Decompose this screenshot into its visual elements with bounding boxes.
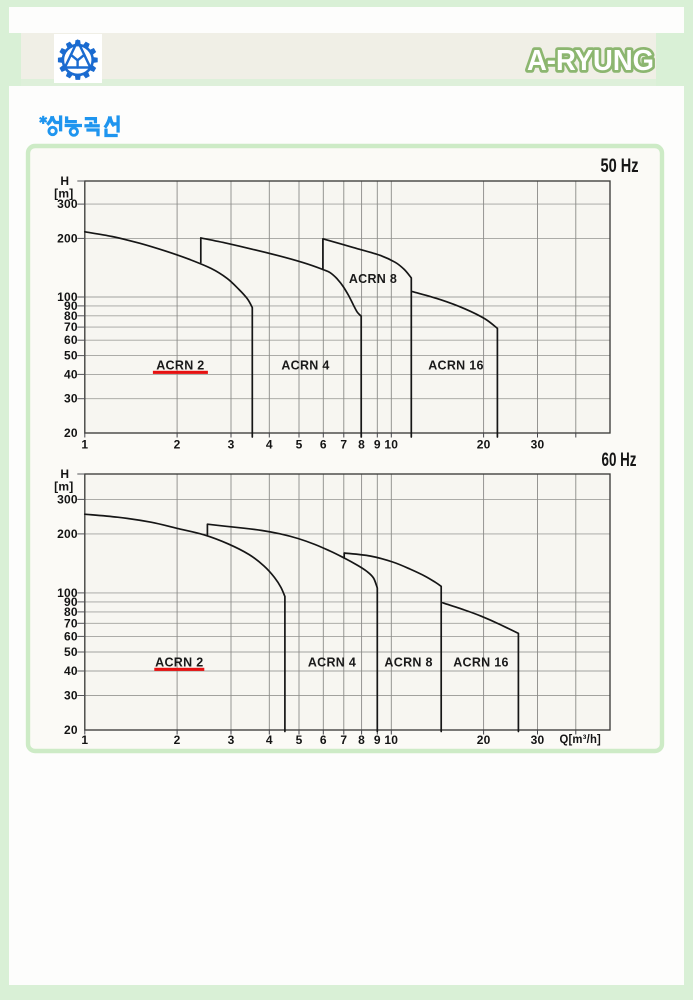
svg-text:200: 200 <box>57 231 78 245</box>
svg-text:2: 2 <box>174 438 181 452</box>
svg-text:7: 7 <box>340 733 347 747</box>
svg-text:50: 50 <box>64 645 78 659</box>
svg-text:4: 4 <box>266 733 273 747</box>
svg-text:100: 100 <box>57 586 78 600</box>
svg-text:9: 9 <box>374 438 381 452</box>
svg-text:60 Hz: 60 Hz <box>602 450 637 471</box>
svg-text:70: 70 <box>64 616 78 630</box>
svg-text:A-RYUNG: A-RYUNG <box>527 45 654 77</box>
svg-text:30: 30 <box>64 392 78 406</box>
svg-text:40: 40 <box>64 367 78 381</box>
svg-text:300: 300 <box>57 197 78 211</box>
svg-text:30: 30 <box>64 689 78 703</box>
svg-text:30: 30 <box>531 733 545 747</box>
svg-text:30: 30 <box>531 438 545 452</box>
svg-text:10: 10 <box>384 733 398 747</box>
svg-text:90: 90 <box>64 595 78 609</box>
svg-text:8: 8 <box>358 438 365 452</box>
svg-text:1: 1 <box>81 733 88 747</box>
svg-text:5: 5 <box>296 438 303 452</box>
svg-text:200: 200 <box>57 527 78 541</box>
svg-text:7: 7 <box>340 438 347 452</box>
svg-text:40: 40 <box>64 664 78 678</box>
svg-text:70: 70 <box>64 320 78 334</box>
svg-text:20: 20 <box>64 723 78 737</box>
svg-text:9: 9 <box>374 733 381 747</box>
svg-text:H: H <box>60 467 69 481</box>
svg-text:20: 20 <box>477 438 491 452</box>
svg-text:80: 80 <box>64 309 78 323</box>
svg-text:6: 6 <box>320 438 327 452</box>
svg-text:Q[m³/h]: Q[m³/h] <box>560 732 602 746</box>
svg-text:ACRN 8: ACRN 8 <box>349 272 397 286</box>
svg-text:4: 4 <box>266 438 273 452</box>
svg-text:2: 2 <box>174 733 181 747</box>
svg-text:90: 90 <box>64 299 78 313</box>
svg-text:50 Hz: 50 Hz <box>601 156 639 177</box>
svg-text:ACRN 2: ACRN 2 <box>155 656 203 670</box>
svg-text:ACRN 2: ACRN 2 <box>156 359 204 373</box>
svg-text:ACRN 4: ACRN 4 <box>308 656 356 670</box>
svg-text:60: 60 <box>64 629 78 643</box>
svg-text:300: 300 <box>57 492 78 506</box>
svg-text:8: 8 <box>358 733 365 747</box>
svg-text:10: 10 <box>384 438 398 452</box>
svg-text:[m]: [m] <box>54 186 73 200</box>
svg-text:50: 50 <box>64 349 78 363</box>
svg-text:100: 100 <box>57 290 78 304</box>
svg-text:80: 80 <box>64 605 78 619</box>
svg-text:20: 20 <box>64 426 78 440</box>
svg-text:60: 60 <box>64 333 78 347</box>
svg-text:1: 1 <box>81 438 88 452</box>
svg-text:3: 3 <box>228 733 235 747</box>
svg-text:[m]: [m] <box>54 479 73 493</box>
svg-text:3: 3 <box>228 438 235 452</box>
svg-text:ACRN 16: ACRN 16 <box>428 359 484 373</box>
svg-text:20: 20 <box>477 733 491 747</box>
svg-text:ACRN 8: ACRN 8 <box>384 656 432 670</box>
svg-text:6: 6 <box>320 733 327 747</box>
svg-text:ACRN 4: ACRN 4 <box>281 359 329 373</box>
svg-text:5: 5 <box>296 733 303 747</box>
svg-text:ACRN 16: ACRN 16 <box>453 656 509 670</box>
svg-text:H: H <box>60 174 69 188</box>
